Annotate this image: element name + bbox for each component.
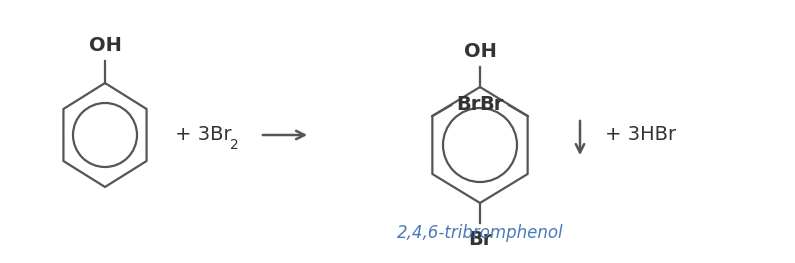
Text: OH: OH	[88, 36, 122, 55]
Text: OH: OH	[463, 42, 496, 61]
Text: 2,4,6-tribromphenol: 2,4,6-tribromphenol	[397, 224, 564, 242]
Text: 2: 2	[230, 138, 238, 152]
Text: + 3HBr: + 3HBr	[605, 125, 676, 144]
Text: + 3Br: + 3Br	[175, 125, 231, 144]
Text: Br: Br	[479, 95, 503, 114]
Text: Br: Br	[467, 230, 492, 249]
Text: Br: Br	[456, 95, 481, 114]
